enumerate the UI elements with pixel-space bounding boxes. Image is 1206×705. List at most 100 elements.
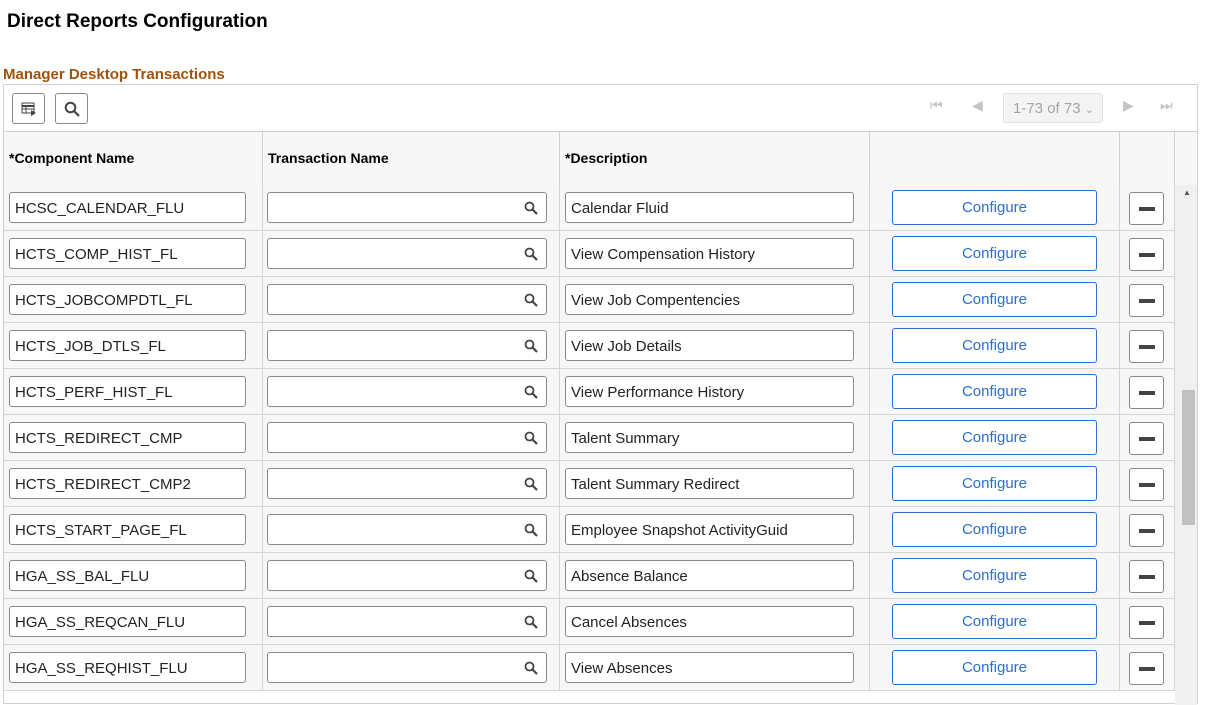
configure-button[interactable]: Configure: [892, 512, 1097, 547]
next-page-icon[interactable]: ▶: [1123, 97, 1134, 113]
component-name-input[interactable]: HCTS_COMP_HIST_FL: [9, 238, 246, 269]
transaction-name-input[interactable]: [267, 192, 547, 223]
transactions-grid: ⏮ ◀ 1-73 of 73 ⌄ ▶ ⏭ *Component Name Tra…: [3, 84, 1198, 705]
delete-row-button[interactable]: [1129, 376, 1164, 409]
delete-cell: [1120, 277, 1175, 323]
component-cell: HCTS_JOBCOMPDTL_FL: [4, 277, 263, 323]
delete-row-button[interactable]: [1129, 560, 1164, 593]
delete-cell: [1120, 369, 1175, 415]
transaction-cell: [263, 323, 560, 369]
description-input[interactable]: View Job Compentencies: [565, 284, 854, 315]
description-input[interactable]: Absence Balance: [565, 560, 854, 591]
minus-icon: [1139, 667, 1155, 671]
lookup-search-icon[interactable]: [524, 201, 538, 215]
scroll-up-icon[interactable]: ▲: [1183, 188, 1191, 197]
header-description: *Description: [560, 132, 870, 185]
delete-row-button[interactable]: [1129, 192, 1164, 225]
transaction-name-input[interactable]: [267, 514, 547, 545]
delete-row-button[interactable]: [1129, 606, 1164, 639]
minus-icon: [1139, 529, 1155, 533]
find-button[interactable]: [55, 93, 88, 124]
personalize-grid-button[interactable]: [12, 93, 45, 124]
component-name-input[interactable]: HGA_SS_BAL_FLU: [9, 560, 246, 591]
configure-button[interactable]: Configure: [892, 558, 1097, 593]
description-input[interactable]: Talent Summary Redirect: [565, 468, 854, 499]
delete-row-button[interactable]: [1129, 514, 1164, 547]
first-page-icon[interactable]: ⏮: [930, 97, 943, 113]
transaction-name-input[interactable]: [267, 284, 547, 315]
description-input[interactable]: Talent Summary: [565, 422, 854, 453]
component-name-input[interactable]: HCTS_JOB_DTLS_FL: [9, 330, 246, 361]
delete-row-button[interactable]: [1129, 652, 1164, 685]
transaction-name-input[interactable]: [267, 330, 547, 361]
lookup-search-icon[interactable]: [524, 569, 538, 583]
description-input[interactable]: Employee Snapshot ActivityGuid: [565, 514, 854, 545]
configure-button[interactable]: Configure: [892, 650, 1097, 685]
configure-button[interactable]: Configure: [892, 236, 1097, 271]
transaction-cell: [263, 185, 560, 231]
transaction-name-input[interactable]: [267, 422, 547, 453]
component-name-input[interactable]: HGA_SS_REQHIST_FLU: [9, 652, 246, 683]
transaction-cell: [263, 599, 560, 645]
delete-row-button[interactable]: [1129, 238, 1164, 271]
vertical-scrollbar[interactable]: ▲: [1175, 185, 1197, 705]
transaction-name-input[interactable]: [267, 468, 547, 499]
component-cell: HCTS_START_PAGE_FL: [4, 507, 263, 553]
lookup-search-icon[interactable]: [524, 615, 538, 629]
header-transaction-name: Transaction Name: [263, 132, 560, 185]
component-cell: HCTS_COMP_HIST_FL: [4, 231, 263, 277]
previous-page-icon[interactable]: ◀: [972, 97, 983, 113]
delete-cell: [1120, 323, 1175, 369]
delete-row-button[interactable]: [1129, 468, 1164, 501]
section-title: Manager Desktop Transactions: [3, 66, 225, 83]
lookup-search-icon[interactable]: [524, 431, 538, 445]
delete-row-button[interactable]: [1129, 422, 1164, 455]
component-cell: HGA_SS_REQHIST_FLU: [4, 645, 263, 691]
description-input[interactable]: View Performance History: [565, 376, 854, 407]
lookup-search-icon[interactable]: [524, 293, 538, 307]
component-name-input[interactable]: HCTS_REDIRECT_CMP2: [9, 468, 246, 499]
description-cell: View Performance History: [560, 369, 870, 415]
table-row: HCTS_START_PAGE_FL Employee Snapshot Act…: [4, 507, 1175, 553]
lookup-search-icon[interactable]: [524, 477, 538, 491]
component-name-input[interactable]: HCTS_REDIRECT_CMP: [9, 422, 246, 453]
transaction-name-input[interactable]: [267, 238, 547, 269]
description-cell: Talent Summary Redirect: [560, 461, 870, 507]
component-cell: HGA_SS_BAL_FLU: [4, 553, 263, 599]
description-input[interactable]: View Absences: [565, 652, 854, 683]
delete-cell: [1120, 599, 1175, 645]
description-input[interactable]: View Job Details: [565, 330, 854, 361]
transaction-name-input[interactable]: [267, 560, 547, 591]
configure-button[interactable]: Configure: [892, 282, 1097, 317]
lookup-search-icon[interactable]: [524, 339, 538, 353]
configure-button[interactable]: Configure: [892, 420, 1097, 455]
last-page-icon[interactable]: ⏭: [1160, 97, 1173, 113]
component-name-input[interactable]: HCTS_START_PAGE_FL: [9, 514, 246, 545]
transaction-name-input[interactable]: [267, 376, 547, 407]
configure-button[interactable]: Configure: [892, 466, 1097, 501]
component-name-input[interactable]: HCTS_JOBCOMPDTL_FL: [9, 284, 246, 315]
header-configure: [870, 132, 1120, 185]
component-name-input[interactable]: HCTS_PERF_HIST_FL: [9, 376, 246, 407]
description-input[interactable]: View Compensation History: [565, 238, 854, 269]
description-input[interactable]: Cancel Absences: [565, 606, 854, 637]
configure-cell: Configure: [870, 461, 1120, 507]
configure-button[interactable]: Configure: [892, 328, 1097, 363]
configure-button[interactable]: Configure: [892, 374, 1097, 409]
scrollbar-thumb[interactable]: [1182, 390, 1195, 525]
lookup-search-icon[interactable]: [524, 247, 538, 261]
component-name-input[interactable]: HGA_SS_REQCAN_FLU: [9, 606, 246, 637]
component-name-input[interactable]: HCSC_CALENDAR_FLU: [9, 192, 246, 223]
lookup-search-icon[interactable]: [524, 523, 538, 537]
transaction-name-input[interactable]: [267, 606, 547, 637]
transaction-name-input[interactable]: [267, 652, 547, 683]
configure-button[interactable]: Configure: [892, 604, 1097, 639]
lookup-search-icon[interactable]: [524, 385, 538, 399]
delete-row-button[interactable]: [1129, 284, 1164, 317]
description-input[interactable]: Calendar Fluid: [565, 192, 854, 223]
page-range-select[interactable]: 1-73 of 73 ⌄: [1003, 93, 1103, 123]
configure-button[interactable]: Configure: [892, 190, 1097, 225]
configure-cell: Configure: [870, 507, 1120, 553]
delete-row-button[interactable]: [1129, 330, 1164, 363]
lookup-search-icon[interactable]: [524, 661, 538, 675]
